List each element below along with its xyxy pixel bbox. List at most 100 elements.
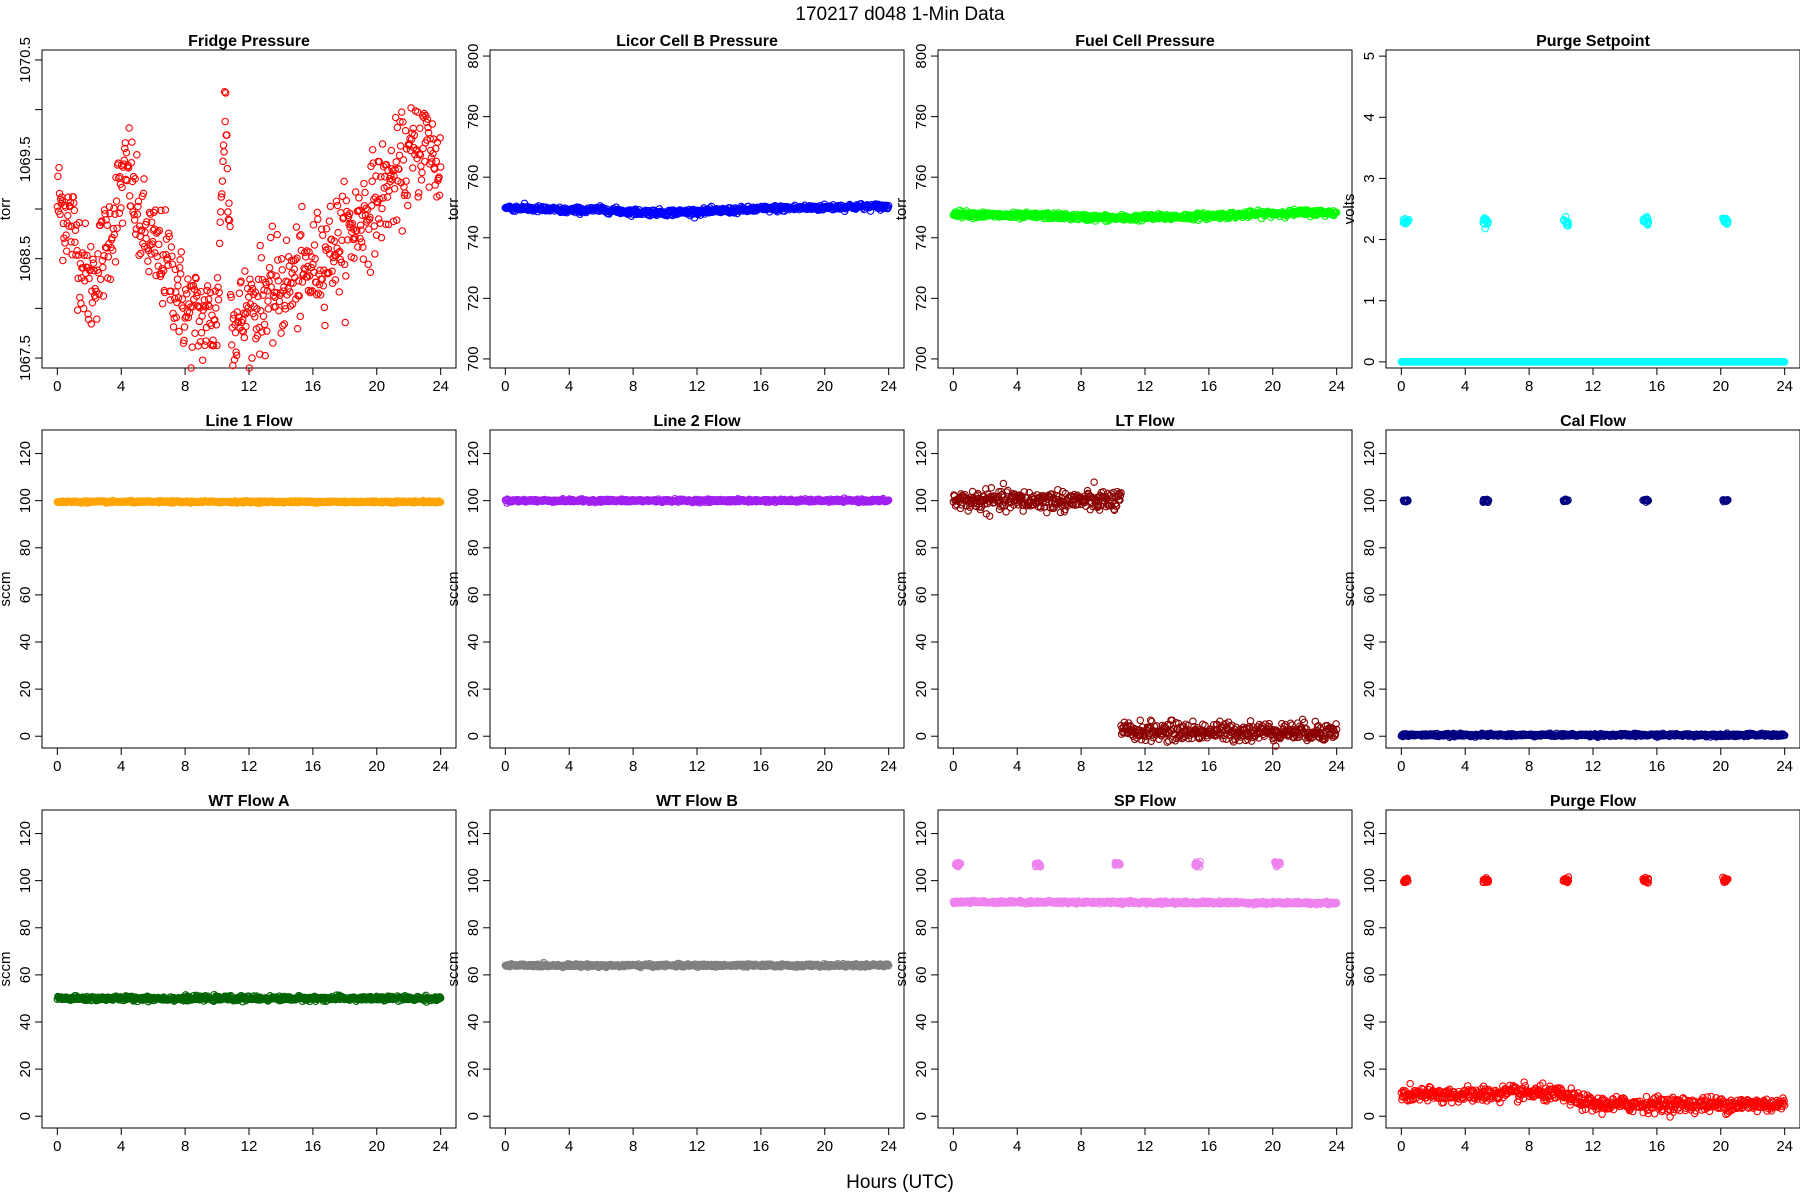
- data-point: [246, 275, 254, 283]
- y-tick-label: 40: [913, 634, 930, 651]
- data-point: [370, 222, 379, 230]
- data-point: [329, 257, 338, 266]
- data-point: [410, 131, 419, 139]
- y-tick-label: 780: [465, 104, 482, 129]
- data-point: [76, 293, 84, 302]
- data-point: [110, 230, 119, 239]
- data-point: [436, 163, 445, 171]
- data-point: [274, 256, 282, 264]
- data-point: [149, 237, 157, 246]
- data-point: [392, 158, 400, 166]
- x-tick-label: 4: [117, 758, 125, 775]
- data-point: [253, 332, 262, 340]
- y-tick-label: 80: [17, 539, 34, 556]
- y-tick-label: 4: [1361, 113, 1378, 121]
- x-tick-label: 12: [241, 758, 258, 775]
- data-point: [125, 124, 133, 132]
- data-points: [53, 87, 445, 372]
- data-point: [55, 163, 63, 172]
- y-axis-label: torr: [893, 198, 910, 221]
- panel-title: Fridge Pressure: [188, 33, 310, 50]
- data-point: [98, 217, 106, 225]
- y-tick-label: 40: [17, 634, 34, 651]
- data-point: [221, 89, 230, 97]
- data-point: [130, 210, 138, 219]
- y-tick-label: 800: [913, 44, 930, 69]
- x-tick-label: 24: [432, 758, 449, 775]
- data-point: [158, 264, 166, 273]
- data-point: [94, 250, 102, 258]
- x-tick-label: 4: [1013, 758, 1021, 775]
- y-tick-label: 700: [465, 346, 482, 371]
- data-point: [414, 189, 423, 197]
- data-point: [184, 313, 193, 322]
- data-point: [110, 204, 118, 213]
- y-tick-label: 120: [913, 441, 930, 466]
- data-point: [164, 261, 172, 270]
- y-axis-label: sccm: [445, 572, 462, 607]
- data-point: [175, 327, 183, 336]
- data-point: [259, 312, 268, 320]
- data-point: [328, 267, 336, 275]
- data-points: [53, 496, 445, 508]
- data-point: [220, 87, 229, 96]
- data-point: [180, 323, 189, 331]
- y-tick-label: 60: [465, 587, 482, 604]
- data-point: [415, 150, 424, 158]
- data-point: [200, 301, 208, 310]
- data-point: [255, 350, 264, 358]
- x-tick-label: 8: [629, 378, 637, 395]
- y-tick-label: 1: [1361, 297, 1378, 305]
- data-point: [183, 290, 191, 298]
- data-point: [142, 218, 151, 226]
- data-point: [213, 274, 222, 282]
- x-tick-label: 20: [1264, 758, 1281, 775]
- data-point: [298, 278, 307, 286]
- data-point: [294, 277, 303, 285]
- data-point: [297, 231, 305, 239]
- data-point: [361, 188, 369, 197]
- data-point: [246, 300, 255, 308]
- data-point: [363, 205, 372, 214]
- data-point: [341, 318, 349, 327]
- data-point: [310, 241, 319, 249]
- data-point: [396, 117, 404, 126]
- data-point: [232, 351, 241, 360]
- data-point: [326, 202, 335, 211]
- data-point: [147, 250, 155, 258]
- y-tick-label: 3: [1361, 174, 1378, 182]
- y-tick-label: 20: [17, 681, 34, 698]
- data-point: [225, 199, 233, 207]
- y-tick-label: 1067.5: [17, 335, 34, 381]
- data-point: [334, 248, 343, 257]
- data-point: [417, 176, 426, 184]
- data-point: [132, 230, 140, 238]
- x-tick-label: 4: [1013, 378, 1021, 395]
- y-tick-label: 740: [465, 225, 482, 250]
- data-point: [223, 164, 232, 173]
- data-point: [273, 230, 281, 239]
- data-point: [296, 312, 305, 321]
- y-tick-label: 800: [465, 44, 482, 69]
- data-point: [172, 288, 180, 296]
- x-tick-label: 4: [1461, 378, 1469, 395]
- data-point: [212, 304, 220, 312]
- data-point: [58, 197, 67, 205]
- data-point: [167, 287, 175, 295]
- x-tick-label: 12: [1137, 378, 1154, 395]
- data-point: [260, 320, 269, 329]
- data-point: [251, 313, 259, 321]
- data-point: [224, 208, 232, 216]
- data-point: [309, 221, 318, 229]
- data-point: [411, 151, 419, 159]
- x-tick-label: 12: [1137, 758, 1154, 775]
- data-point: [67, 222, 76, 230]
- data-point: [300, 264, 308, 272]
- data-point: [238, 326, 246, 335]
- data-point: [81, 219, 90, 228]
- x-tick-label: 8: [1525, 378, 1533, 395]
- data-point: [366, 268, 375, 277]
